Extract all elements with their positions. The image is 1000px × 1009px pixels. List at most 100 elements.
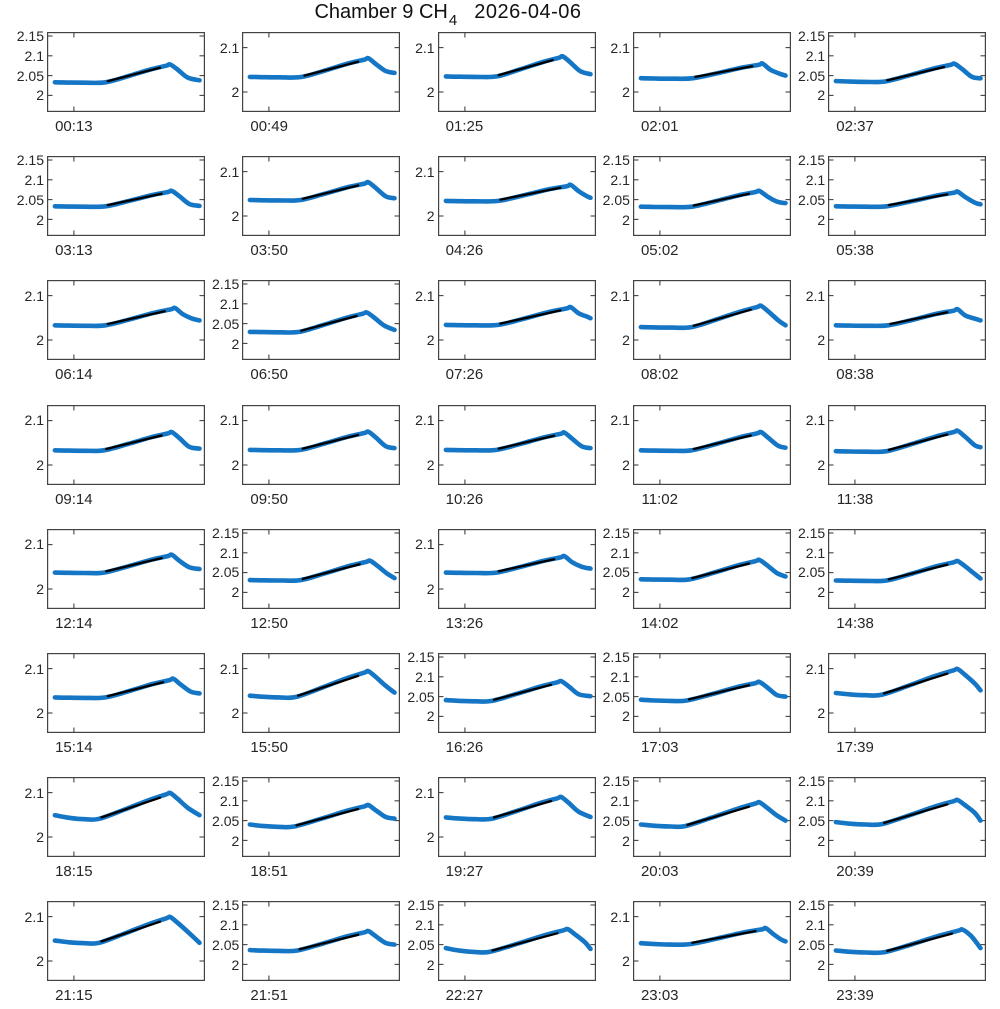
y-tick-label: 2	[817, 584, 826, 601]
plot-box	[242, 32, 401, 113]
y-tick-label: 2.1	[24, 412, 44, 429]
subplot-panel-09-50	[242, 404, 401, 485]
y-tick-label: 2.1	[415, 412, 435, 429]
methane-curve	[833, 61, 983, 85]
fit-line	[686, 805, 751, 827]
y-tick-label: 2.1	[24, 171, 44, 188]
time-label: 13:26	[445, 614, 484, 632]
plot-box	[828, 404, 987, 485]
time-label: 14:02	[640, 614, 679, 632]
y-tick-label: 2	[622, 211, 630, 228]
subplot-panel-08-02	[632, 280, 791, 361]
title-text: Chamber 9 CH	[314, 1, 448, 23]
subplot-panel-03-50	[242, 156, 401, 237]
fit-line	[297, 674, 360, 697]
plot-box	[47, 528, 206, 609]
fit-line	[883, 803, 949, 825]
plot-box	[242, 653, 401, 734]
fit-line	[301, 184, 360, 201]
methane-curve	[638, 679, 788, 704]
methane-curve	[833, 307, 983, 329]
y-tick-label: 2.05	[797, 812, 826, 829]
methane-curve	[52, 429, 202, 453]
y-tick-label: 2.1	[415, 668, 435, 685]
plot-box	[437, 404, 596, 485]
methane-curve	[247, 928, 398, 954]
time-label: 12:14	[55, 614, 93, 632]
y-tick-label: 2.1	[805, 287, 826, 304]
y-tick-label: 2	[231, 335, 240, 352]
y-tick-label: 2.1	[219, 163, 240, 180]
time-label: 19:27	[445, 863, 484, 881]
methane-curve	[247, 55, 398, 80]
fit-line	[887, 432, 949, 451]
y-tick-label: 2.15	[16, 27, 44, 44]
y-tick-label: 2.05	[797, 191, 826, 208]
methane-curve	[443, 53, 593, 80]
plot-box	[632, 777, 791, 858]
methane-curve	[638, 429, 788, 453]
figure-title: Chamber 9 CH4 2026-04-06	[0, 1, 896, 29]
methane-curve	[833, 189, 983, 210]
fit-line	[886, 932, 954, 953]
fit-line	[692, 433, 752, 450]
fit-line	[106, 681, 165, 698]
time-label: 01:25	[445, 118, 484, 135]
plot-box	[47, 653, 206, 734]
subplot-panel-21-51	[242, 901, 401, 982]
y-tick-label: 2.1	[805, 412, 826, 429]
plot-box	[828, 156, 987, 237]
methane-curve	[638, 188, 788, 210]
fit-line	[691, 930, 757, 945]
y-tick-label: 2	[622, 708, 630, 725]
y-tick-label: 2.1	[610, 792, 630, 809]
methane-curve	[443, 553, 593, 576]
y-tick-label: 2	[622, 584, 630, 601]
time-label: 12:50	[250, 614, 288, 632]
y-tick-label: 2	[36, 211, 44, 228]
methane-curve	[638, 925, 788, 948]
fit-line	[492, 800, 552, 819]
time-label: 22:27	[445, 987, 484, 1005]
subplot-panel-20-39	[828, 777, 987, 858]
y-tick-label: 2.15	[602, 648, 630, 665]
methane-curve	[833, 427, 983, 454]
time-label: 06:50	[250, 366, 288, 384]
methane-curve	[638, 61, 788, 82]
y-tick-label: 2.05	[602, 812, 630, 829]
y-tick-label: 2	[426, 456, 435, 473]
fit-line	[498, 309, 562, 326]
y-tick-label: 2.1	[219, 296, 240, 313]
plot-box	[632, 156, 791, 237]
fit-line	[301, 433, 360, 450]
time-label: 20:39	[836, 863, 874, 881]
fit-line	[105, 556, 163, 573]
y-tick-label: 2.05	[602, 191, 630, 208]
y-tick-label: 2.1	[805, 792, 826, 809]
y-tick-label: 2.05	[797, 936, 826, 953]
subplot-panel-15-50	[242, 653, 401, 734]
methane-curve	[833, 927, 983, 956]
plot-box	[828, 528, 987, 609]
plot-box	[632, 653, 791, 734]
methane-curve	[833, 558, 983, 584]
title-subscript: 4	[448, 12, 458, 29]
fit-line	[886, 65, 946, 82]
methane-curve	[247, 802, 398, 830]
y-tick-label: 2	[231, 208, 240, 225]
subplot-panel-18-15	[47, 777, 206, 858]
y-tick-label: 2.15	[797, 27, 826, 44]
subplot-panel-09-14	[47, 404, 206, 485]
methane-curve	[443, 678, 593, 704]
plot-box	[632, 32, 791, 113]
methane-curve	[247, 557, 398, 583]
y-tick-label: 2.1	[24, 47, 44, 64]
methane-curve	[52, 61, 202, 86]
methane-curve	[247, 310, 398, 336]
y-tick-label: 2.05	[407, 688, 435, 705]
plot-box	[632, 280, 791, 361]
y-tick-label: 2.15	[797, 152, 826, 169]
y-tick-label: 2	[231, 956, 240, 973]
time-label: 00:13	[55, 118, 93, 135]
time-label: 02:37	[836, 118, 874, 135]
